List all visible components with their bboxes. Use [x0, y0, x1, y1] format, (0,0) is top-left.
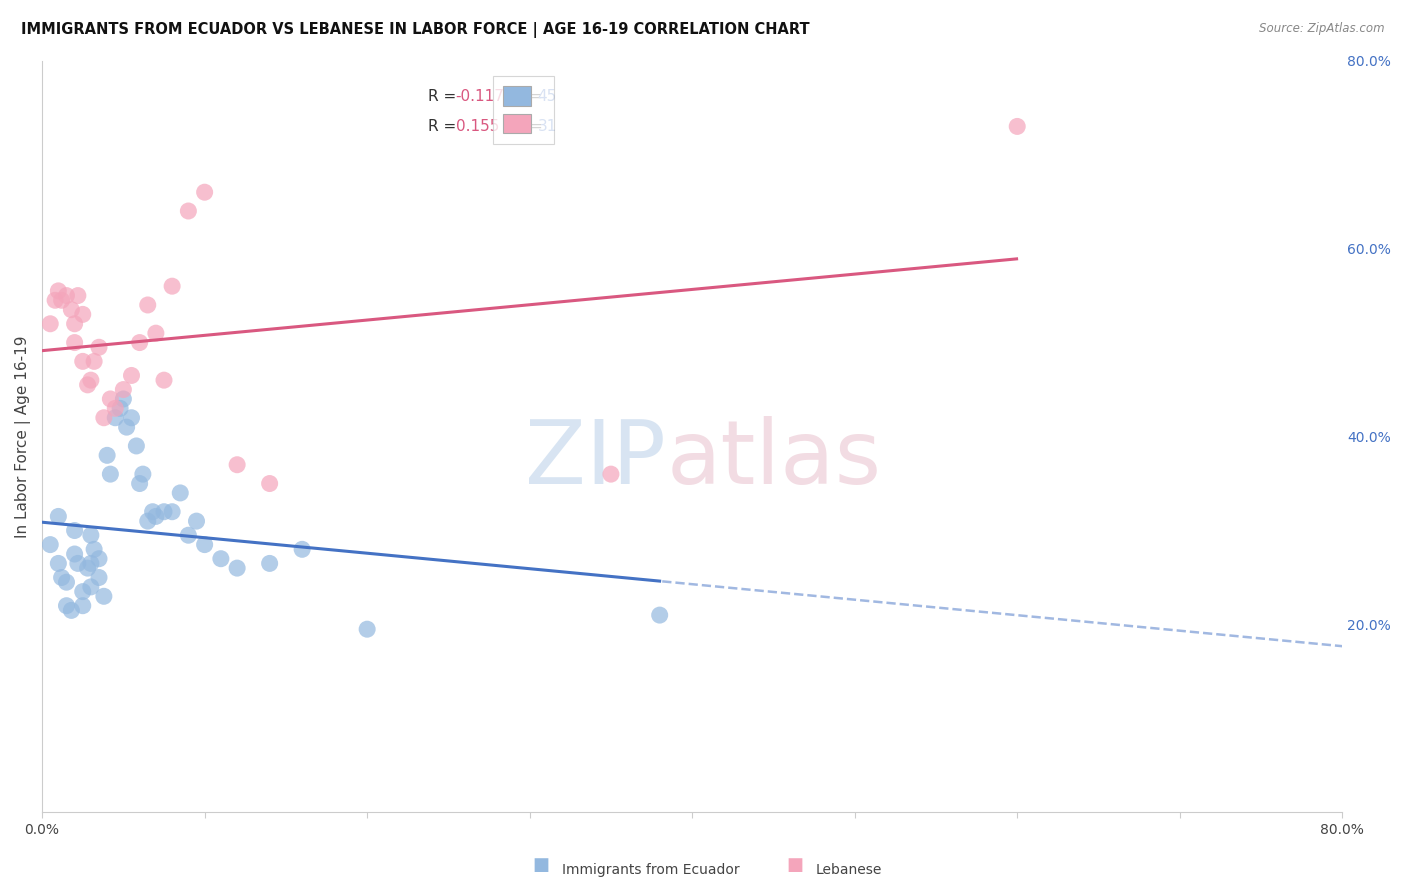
Point — [136, 514, 159, 528]
Point — [66, 288, 89, 302]
Legend: , : , — [492, 76, 554, 145]
Point — [98, 392, 121, 406]
Point — [87, 570, 110, 584]
Point — [80, 557, 103, 571]
Point — [356, 622, 378, 636]
Point — [153, 373, 176, 387]
Point — [226, 561, 249, 575]
Point — [72, 584, 94, 599]
Point — [60, 603, 83, 617]
Point — [93, 410, 115, 425]
Point — [87, 340, 110, 354]
Point — [112, 392, 135, 406]
Point — [51, 570, 73, 584]
Y-axis label: In Labor Force | Age 16-19: In Labor Force | Age 16-19 — [15, 335, 31, 538]
Text: ■: ■ — [533, 855, 550, 873]
Point — [153, 505, 176, 519]
Point — [60, 302, 83, 317]
Point — [72, 599, 94, 613]
Point — [87, 551, 110, 566]
Point — [51, 293, 73, 308]
Text: N =: N = — [503, 120, 547, 135]
Point — [112, 383, 135, 397]
Point — [115, 420, 138, 434]
Point — [145, 326, 167, 341]
Text: IMMIGRANTS FROM ECUADOR VS LEBANESE IN LABOR FORCE | AGE 16-19 CORRELATION CHART: IMMIGRANTS FROM ECUADOR VS LEBANESE IN L… — [21, 22, 810, 38]
Point — [83, 542, 105, 557]
Point — [121, 410, 143, 425]
Point — [121, 368, 143, 383]
Point — [63, 317, 86, 331]
Point — [1005, 120, 1028, 134]
Point — [48, 509, 70, 524]
Text: 0.155: 0.155 — [456, 120, 499, 135]
Point — [128, 335, 150, 350]
Text: N =: N = — [503, 89, 547, 104]
Text: Lebanese: Lebanese — [815, 863, 882, 877]
Point — [145, 509, 167, 524]
Point — [194, 185, 217, 199]
Point — [259, 476, 281, 491]
Point — [83, 354, 105, 368]
Point — [63, 524, 86, 538]
Point — [169, 486, 191, 500]
Point — [55, 599, 77, 613]
Text: 31: 31 — [537, 120, 557, 135]
Point — [93, 589, 115, 603]
Text: ■: ■ — [786, 855, 803, 873]
Text: R =: R = — [429, 120, 461, 135]
Point — [108, 401, 131, 416]
Point — [600, 467, 623, 482]
Point — [80, 373, 103, 387]
Point — [76, 377, 98, 392]
Point — [39, 317, 62, 331]
Text: -0.117: -0.117 — [456, 89, 505, 104]
Point — [177, 204, 200, 219]
Point — [66, 557, 89, 571]
Point — [55, 288, 77, 302]
Point — [291, 542, 314, 557]
Point — [98, 467, 121, 482]
Text: Source: ZipAtlas.com: Source: ZipAtlas.com — [1260, 22, 1385, 36]
Point — [72, 307, 94, 321]
Point — [136, 298, 159, 312]
Point — [128, 476, 150, 491]
Point — [142, 505, 165, 519]
Point — [648, 608, 671, 623]
Point — [39, 538, 62, 552]
Point — [104, 401, 127, 416]
Point — [226, 458, 249, 472]
Point — [48, 284, 70, 298]
Point — [72, 354, 94, 368]
Point — [125, 439, 148, 453]
Point — [160, 505, 183, 519]
Point — [80, 580, 103, 594]
Point — [209, 551, 232, 566]
Point — [160, 279, 183, 293]
Point — [63, 335, 86, 350]
Point — [96, 448, 118, 462]
Text: ZIP: ZIP — [526, 416, 666, 502]
Text: 45: 45 — [537, 89, 557, 104]
Point — [177, 528, 200, 542]
Point — [132, 467, 155, 482]
Point — [55, 575, 77, 590]
Text: atlas: atlas — [666, 416, 882, 502]
Point — [48, 557, 70, 571]
Text: R =: R = — [429, 89, 461, 104]
Point — [186, 514, 208, 528]
Point — [80, 528, 103, 542]
Point — [76, 561, 98, 575]
Point — [194, 538, 217, 552]
Point — [104, 410, 127, 425]
Point — [44, 293, 66, 308]
Text: Immigrants from Ecuador: Immigrants from Ecuador — [562, 863, 740, 877]
Point — [63, 547, 86, 561]
Point — [259, 557, 281, 571]
